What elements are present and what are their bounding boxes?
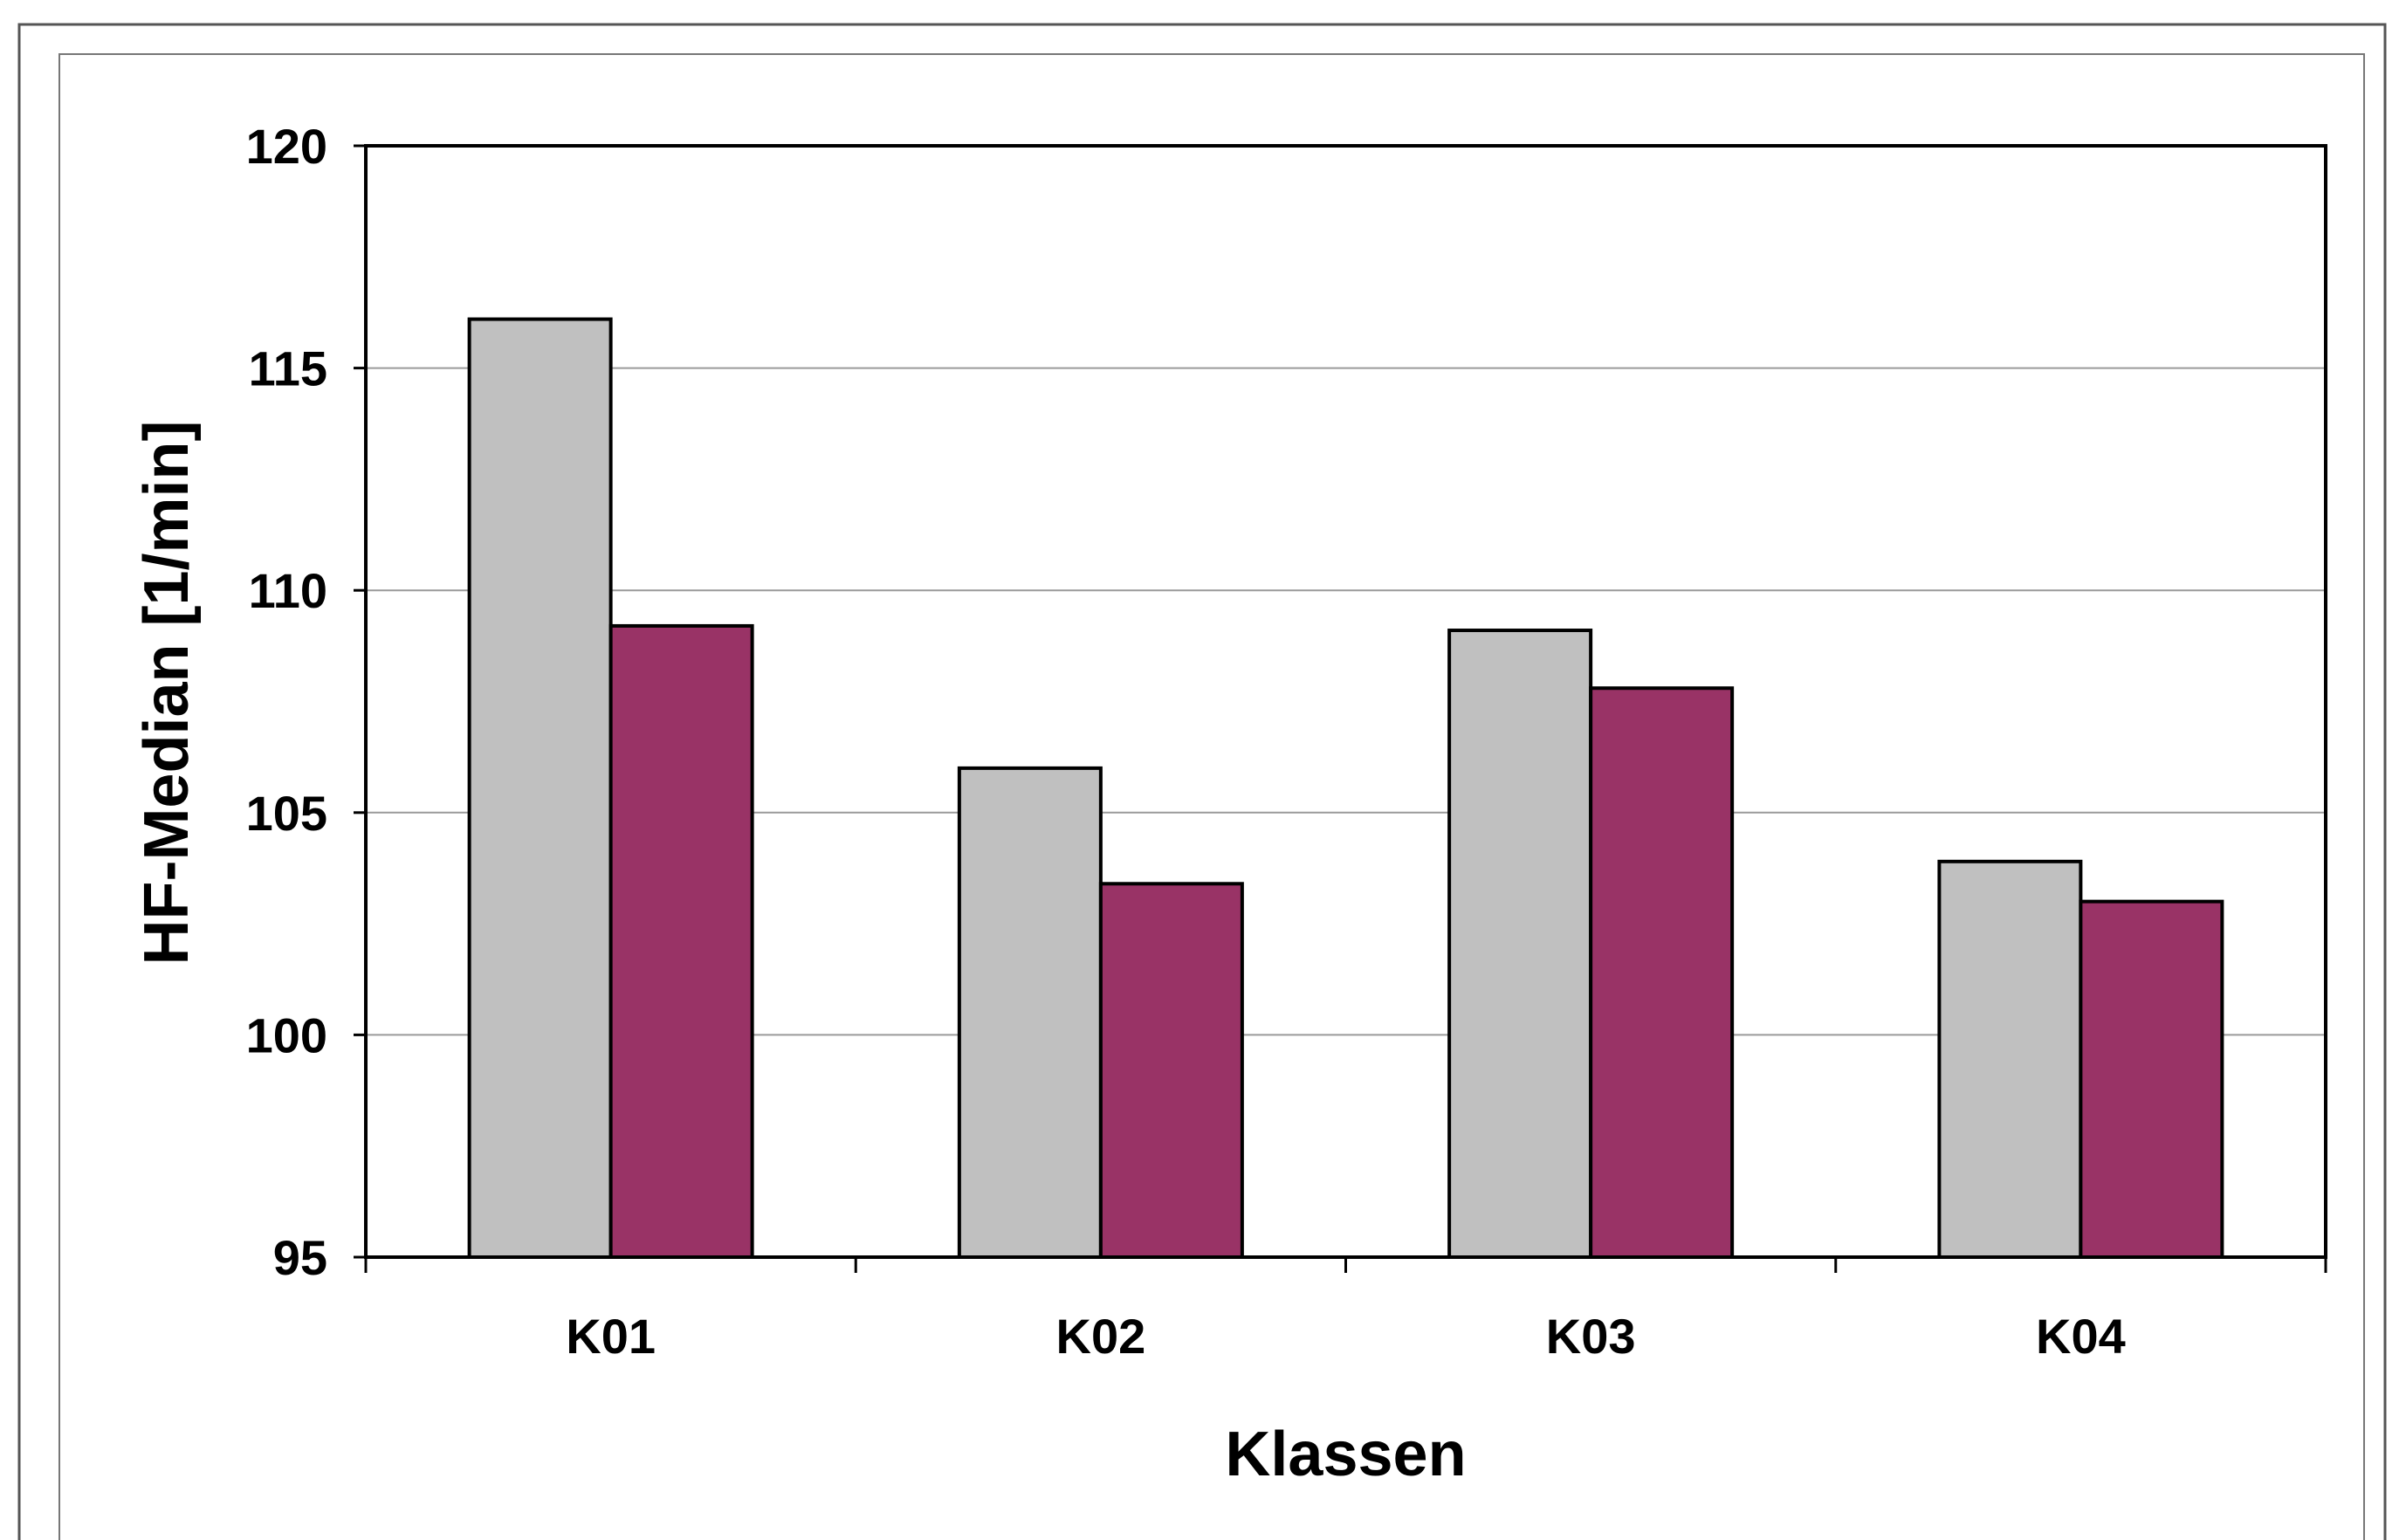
bar-k04-series-2 (2079, 899, 2224, 1259)
bar-k02-series-2 (1098, 882, 1244, 1259)
x-tick-label: K01 (566, 1309, 656, 1364)
y-tick-label: 105 (246, 786, 327, 841)
x-tick-label: K03 (1546, 1309, 1636, 1364)
bar-k04-series-1 (1937, 859, 2083, 1259)
y-tick-label: 115 (249, 341, 327, 396)
bar-k01-series-2 (608, 623, 754, 1259)
bar-k03-series-2 (1589, 686, 1735, 1259)
bars (467, 317, 2224, 1259)
chart-area-frame (58, 53, 2365, 1540)
bar-k01-series-1 (467, 317, 613, 1259)
y-tick-label: 120 (246, 119, 327, 174)
x-axis-ticks: K01 K02 K03 K04 (364, 1257, 2327, 1364)
x-tick-label: K04 (2036, 1309, 2126, 1364)
bar-k02-series-1 (957, 766, 1103, 1259)
y-tick-label: 110 (249, 563, 327, 618)
y-tick-label: 95 (273, 1230, 327, 1285)
y-axis-ticks: 95 100 105 110 115 120 (246, 119, 366, 1285)
x-axis-title: Klassen (1225, 1420, 1466, 1489)
y-axis-title: HF-Median [1/min] (132, 421, 202, 966)
x-tick-label: K02 (1056, 1309, 1146, 1364)
y-tick-label: 100 (246, 1007, 327, 1062)
bar-k03-series-1 (1447, 629, 1593, 1259)
